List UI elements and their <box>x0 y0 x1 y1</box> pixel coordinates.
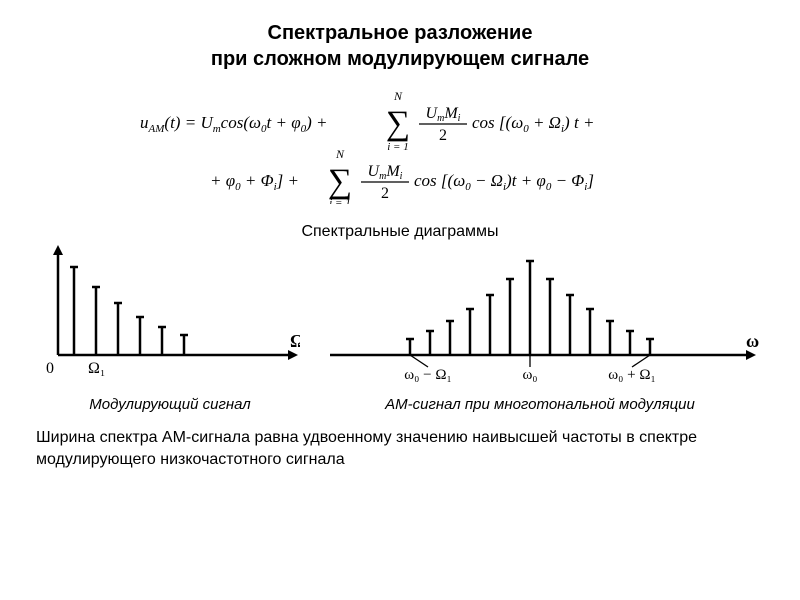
title-line-1: Спектральное разложение <box>268 22 533 44</box>
captions-row: Модулирующий сигнал АМ-сигнал при многот… <box>30 392 770 413</box>
svg-text:i = 1: i = 1 <box>387 141 408 153</box>
svg-text:N: N <box>335 147 345 161</box>
svg-text:∑: ∑ <box>328 163 352 200</box>
caption-left: Модулирующий сигнал <box>40 396 300 413</box>
left-diagram-svg: 0 Ω₁ Ω <box>40 245 300 385</box>
svg-text:ω: ω <box>746 331 759 351</box>
svg-text:ω₀: ω₀ <box>522 367 537 383</box>
svg-text:UmMi: UmMi <box>368 163 403 182</box>
left-diagram: 0 Ω₁ Ω <box>40 245 300 390</box>
svg-text:ω₀ + Ω₁: ω₀ + Ω₁ <box>608 367 655 383</box>
svg-text:0: 0 <box>46 360 54 377</box>
svg-text:+ φ0 + Φi] +: + φ0 + Φi] + <box>210 171 299 193</box>
svg-text:Ω₁: Ω₁ <box>88 360 105 377</box>
svg-text:2: 2 <box>381 185 389 202</box>
page-title: Спектральное разложение при сложном моду… <box>30 20 770 72</box>
footer-text: Ширина спектра АМ-сигнала равна удвоенно… <box>30 423 770 470</box>
svg-text:Ω: Ω <box>290 331 300 351</box>
svg-text:uАМ(t) = Umcos(ω0t + φ0) +: uАМ(t) = Umcos(ω0t + φ0) + <box>140 113 328 135</box>
diagrams-subtitle: Спектральные диаграммы <box>30 223 770 241</box>
formula-svg: uАМ(t) = Umcos(ω0t + φ0) + N ∑ i = 1 UmM… <box>140 84 660 204</box>
title-line-2: при сложном модулирующем сигнале <box>211 48 589 70</box>
svg-text:ω₀ − Ω₁: ω₀ − Ω₁ <box>404 367 451 383</box>
svg-text:2: 2 <box>439 127 447 144</box>
svg-text:cos [(ω0 + Ωi) t +: cos [(ω0 + Ωi) t + <box>472 113 594 135</box>
right-diagram: ω₀ − Ω₁ ω₀ ω₀ + Ω₁ ω <box>320 245 760 390</box>
svg-text:i = 1: i = 1 <box>329 197 350 204</box>
right-diagram-svg: ω₀ − Ω₁ ω₀ ω₀ + Ω₁ ω <box>320 245 760 385</box>
svg-text:cos [(ω0 − Ωi)t + φ0 − Φi]: cos [(ω0 − Ωi)t + φ0 − Φi] <box>414 171 594 193</box>
caption-right: АМ-сигнал при многотональной модуляции <box>320 396 760 413</box>
diagrams-row: 0 Ω₁ Ω ω₀ − Ω₁ ω₀ ω₀ + Ω₁ ω <box>30 245 770 390</box>
svg-text:UmMi: UmMi <box>426 105 461 124</box>
formula-block: uАМ(t) = Umcos(ω0t + φ0) + N ∑ i = 1 UmM… <box>30 84 770 209</box>
svg-text:N: N <box>393 89 403 103</box>
svg-text:∑: ∑ <box>386 105 410 142</box>
